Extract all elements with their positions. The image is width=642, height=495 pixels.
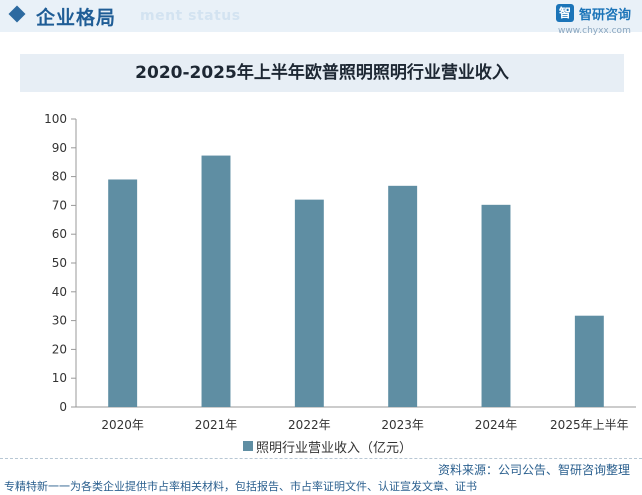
- logo-url: www.chyxx.com: [558, 26, 631, 36]
- y-tick-label: 0: [59, 400, 67, 414]
- logo-name: 智研咨询: [579, 8, 632, 23]
- section-title: 企业格局: [36, 7, 117, 29]
- bar-chart: 0 10 20 30 40 50 60 70 80 90 100 2020年 2021年 2022年 202…: [44, 112, 636, 432]
- y-tick-label: 70: [52, 198, 67, 212]
- x-tick-label: 2024年: [475, 418, 518, 432]
- y-tick-label: 50: [52, 256, 67, 270]
- bar: [108, 179, 138, 407]
- y-tick-label: 30: [52, 314, 67, 328]
- x-tick-label: 2022年: [288, 418, 331, 432]
- y-tick-label: 40: [52, 285, 67, 299]
- chart-title: 2020-2025年上半年欧普照明照明行业营业收入: [20, 54, 624, 92]
- y-tick-label: 80: [52, 170, 67, 184]
- legend-swatch: [243, 441, 253, 451]
- bar: [294, 199, 324, 407]
- x-tick-label: 2023年: [381, 418, 424, 432]
- bar: [481, 204, 511, 407]
- legend-label: 照明行业营业收入（亿元）: [256, 441, 413, 456]
- y-tick-label: 10: [52, 371, 67, 385]
- footer-divider: [0, 458, 642, 459]
- y-tick-label: 60: [52, 227, 67, 241]
- logo-icon: 智: [556, 4, 574, 22]
- bar: [388, 185, 418, 407]
- x-tick-label: 2021年: [195, 418, 238, 432]
- y-tick-label: 90: [52, 141, 67, 155]
- section-title-english: ment status: [140, 8, 241, 24]
- y-tick-label: 20: [52, 342, 67, 356]
- x-tick-label: 2020年: [101, 418, 144, 432]
- footer-tagline: 专精特新一一为各类企业提供市占率相关材料，包括报告、市占率证明文件、认证宣发文章…: [4, 480, 477, 493]
- y-tick-label: 100: [44, 112, 67, 126]
- bar: [201, 155, 231, 407]
- x-tick-label: 2025年上半年: [550, 418, 629, 432]
- diamond-icon: [8, 5, 26, 23]
- bar: [574, 315, 604, 407]
- source-note: 资料来源：公司公告、智研咨询整理: [437, 463, 630, 477]
- header-band: 企业格局 ment status 智 智研咨询 www.chyxx.com: [0, 0, 642, 36]
